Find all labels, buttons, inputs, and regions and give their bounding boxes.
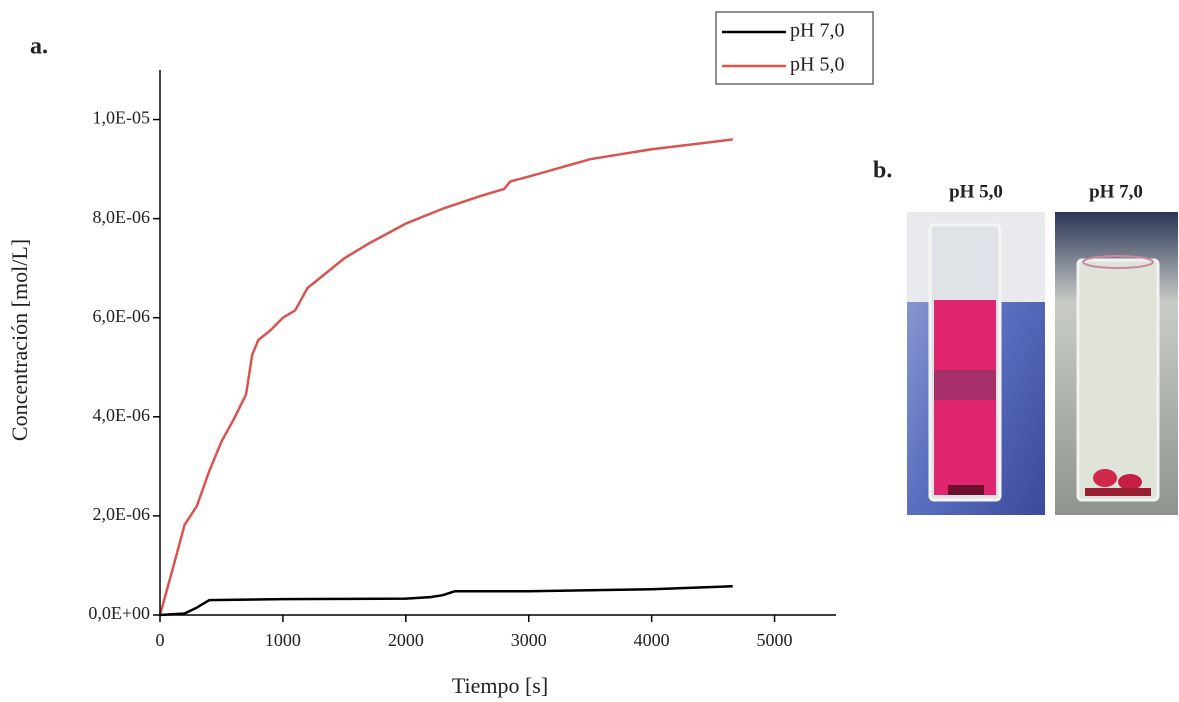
legend-box	[715, 11, 874, 85]
photo-caption: pH 5,0	[949, 181, 1003, 202]
x-tick-label: 5000	[757, 630, 793, 650]
x-tick-label: 1000	[265, 630, 301, 650]
y-tick-label: 4,0E-06	[93, 405, 151, 425]
panel-label: a.	[30, 34, 48, 60]
photo-caption: pH 7,0	[1089, 181, 1143, 202]
photo-ph5	[907, 212, 1045, 515]
x-tick-label: 4000	[634, 630, 670, 650]
y-tick-label: 0,0E+00	[88, 603, 150, 623]
x-axis-label: Tiempo [s]	[452, 673, 548, 698]
plot: 0 1000 2000 3000 4000 5000 0,0E+00 2,0E-06 4,0E-…	[88, 108, 792, 650]
y-tick-label: 6,0E-06	[93, 306, 151, 326]
series-line	[159, 585, 733, 617]
series-line	[158, 138, 733, 616]
x-tick-label: 3000	[511, 630, 547, 650]
y-tick-label: 1,0E-05	[93, 108, 151, 128]
y-axis-label: Concentración [mol/L]	[7, 239, 32, 441]
y-tick-label: 2,0E-06	[93, 504, 151, 524]
photo-ph7	[1055, 212, 1178, 515]
x-tick-label: 2000	[388, 630, 424, 650]
y-tick-label: 8,0E-06	[93, 207, 151, 227]
legend-label: pH 7,0	[790, 20, 844, 42]
panel-label: b.	[873, 158, 892, 184]
legend-label: pH 5,0	[790, 54, 844, 76]
x-tick-label: 0	[156, 630, 165, 650]
